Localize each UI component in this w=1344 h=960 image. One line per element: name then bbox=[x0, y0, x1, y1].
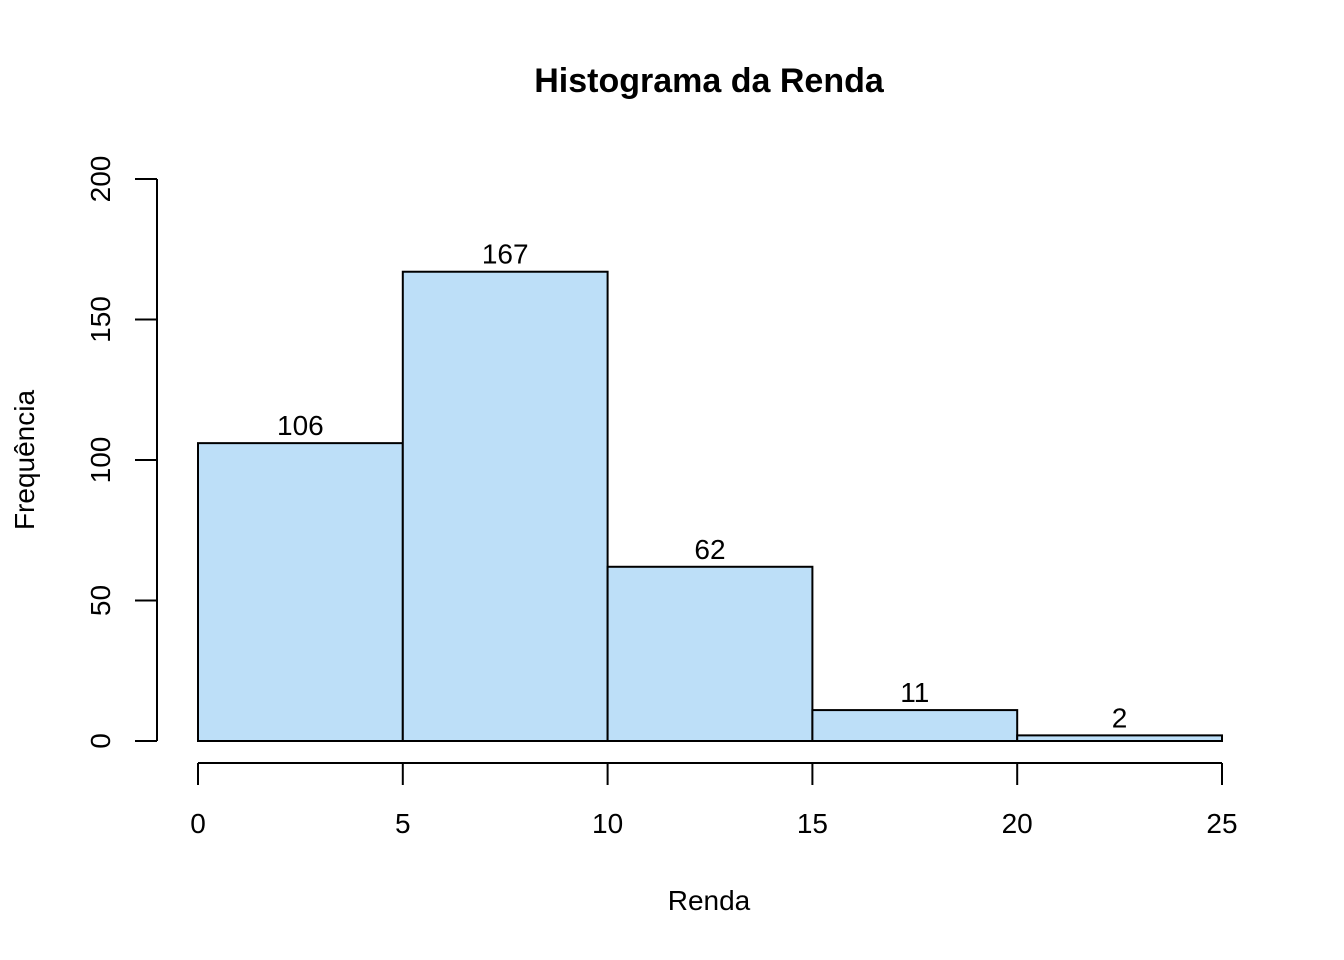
y-tick-label-0: 0 bbox=[85, 733, 116, 749]
y-tick-label-150: 150 bbox=[85, 296, 116, 343]
bar-count-label-4: 11 bbox=[900, 677, 929, 708]
bar-count-label-3: 62 bbox=[694, 534, 725, 565]
histogram-bar-3 bbox=[606, 565, 814, 743]
y-axis-label: Frequência bbox=[9, 390, 40, 531]
chart-title: Histograma da Renda bbox=[534, 62, 885, 100]
bar-labels-layer: 106 167 62 11 2 bbox=[277, 239, 1127, 734]
histogram-bar-4 bbox=[811, 709, 1019, 743]
x-tick-label-0: 0 bbox=[190, 808, 206, 839]
x-tick-label-25: 25 bbox=[1206, 808, 1237, 839]
y-tick-label-100: 100 bbox=[85, 437, 116, 484]
x-axis: 0 5 10 15 20 25 bbox=[190, 762, 1238, 839]
histogram-bar-2 bbox=[401, 270, 609, 742]
bar-count-label-5: 2 bbox=[1112, 702, 1128, 733]
x-tick-label-15: 15 bbox=[797, 808, 828, 839]
y-tick-label-200: 200 bbox=[85, 156, 116, 203]
x-tick-label-5: 5 bbox=[395, 808, 411, 839]
x-tick-label-10: 10 bbox=[592, 808, 623, 839]
y-axis: 0 50 100 150 200 bbox=[85, 156, 158, 749]
y-tick-label-50: 50 bbox=[85, 585, 116, 616]
histogram-bar-1 bbox=[197, 442, 404, 742]
bar-count-label-2: 167 bbox=[482, 239, 529, 270]
bars-layer bbox=[197, 270, 1224, 743]
x-tick-label-20: 20 bbox=[1002, 808, 1033, 839]
histogram-bar-5 bbox=[1016, 734, 1224, 743]
x-axis-label: Renda bbox=[668, 885, 751, 916]
bar-count-label-1: 106 bbox=[277, 410, 324, 441]
